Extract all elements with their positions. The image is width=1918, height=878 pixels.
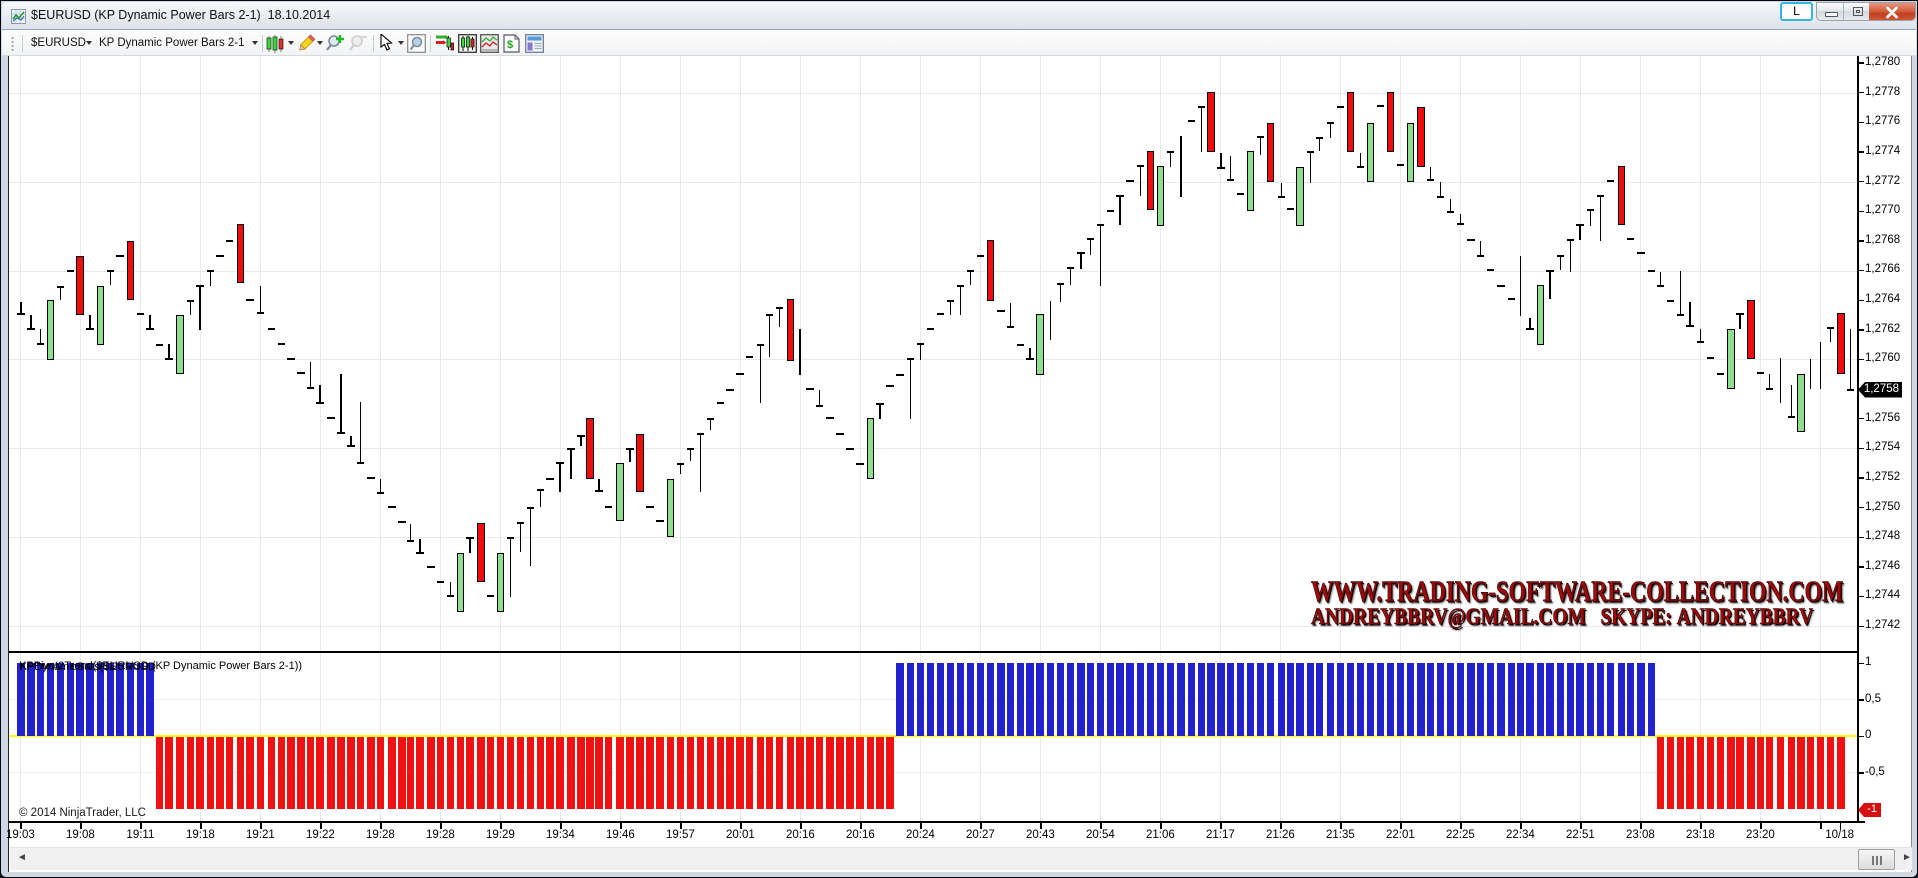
- svg-text:$: $: [507, 39, 513, 51]
